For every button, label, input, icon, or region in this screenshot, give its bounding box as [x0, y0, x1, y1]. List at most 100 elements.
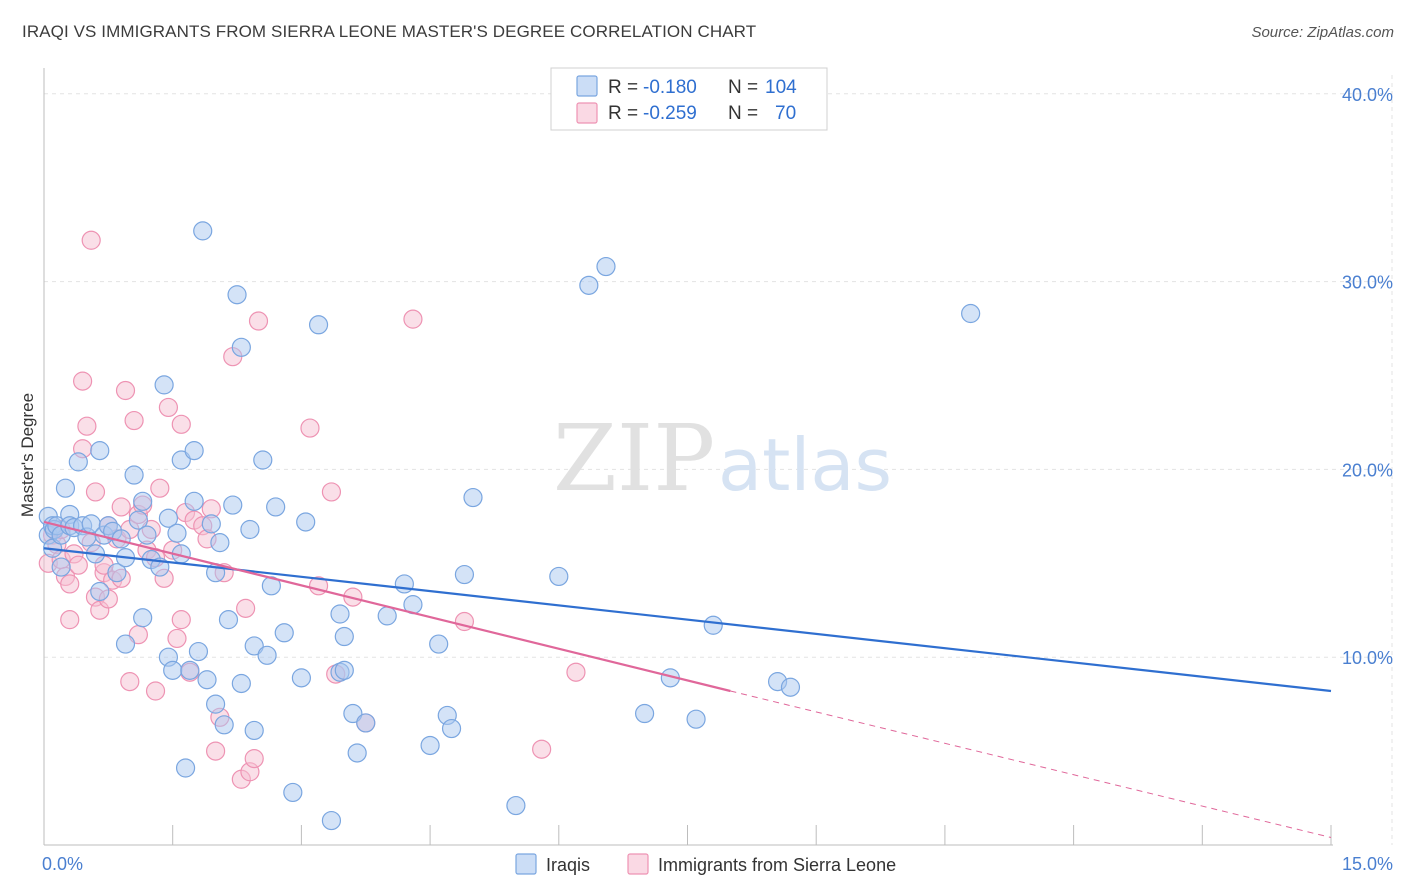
- sierra-leone-point-29: [124, 410, 144, 431]
- legend-n-label-2: N =: [728, 103, 758, 124]
- sierra-leone-point-61: [321, 482, 342, 502]
- iraqis-point-58: [244, 636, 264, 656]
- series-iraqis-points: [38, 221, 981, 831]
- legend-r-value-2: -0.259: [643, 103, 697, 124]
- iraqis-point-44: [188, 641, 209, 662]
- iraqis-point-83: [441, 718, 462, 739]
- bottom-legend-label-iraqis[interactable]: Iraqis: [546, 855, 590, 875]
- legend-n-value-2: 70: [775, 103, 796, 124]
- iraqis-point-57: [240, 519, 260, 540]
- legend-r-value-1: -0.180: [643, 77, 697, 98]
- iraqis-point-43: [184, 441, 204, 461]
- iraqis-point-75: [347, 743, 367, 763]
- sierra-leone-point-37: [150, 478, 170, 498]
- sierra-leone-point-14: [81, 230, 101, 250]
- iraqis-point-74: [343, 703, 363, 724]
- iraqis-point-95: [780, 677, 801, 697]
- iraqis-point-30: [137, 525, 157, 545]
- iraqis-point-28: [133, 491, 153, 511]
- iraqis-point-60: [253, 450, 273, 470]
- iraqis-point-65: [283, 782, 303, 803]
- sierra-leone-point-27: [120, 672, 140, 692]
- sierra-leone-point-42: [171, 414, 191, 434]
- iraqis-point-88: [579, 275, 599, 295]
- iraqis-point-90: [634, 703, 655, 724]
- chart-title: IRAQI VS IMMIGRANTS FROM SIERRA LEONE MA…: [22, 22, 757, 41]
- watermark: ZIP atlas: [553, 405, 892, 512]
- legend-n-label-1: N =: [728, 77, 758, 98]
- iraqis-point-73: [334, 660, 354, 680]
- iraqis-point-47: [201, 514, 221, 534]
- watermark-zip: ZIP: [553, 405, 715, 512]
- bottom-legend-swatch-sierra-leone[interactable]: [627, 853, 649, 875]
- iraqis-point-71: [330, 604, 350, 624]
- iraqis-point-36: [163, 660, 183, 680]
- iraqis-point-84: [454, 564, 475, 585]
- y-axis-label: Master's Degree: [18, 393, 37, 517]
- y-tick-label-3: 40.0%: [1342, 85, 1393, 105]
- iraqis-point-67: [296, 512, 316, 532]
- x-tick-label-max: 15.0%: [1342, 854, 1393, 874]
- iraqis-point-25: [115, 634, 136, 654]
- correlation-legend: R = -0.180 N = 104 R = -0.259 N = 70: [550, 67, 828, 131]
- iraqis-point-52: [218, 610, 239, 630]
- sierra-leone-point-67: [532, 739, 552, 759]
- legend-n-value-1: 104: [765, 77, 797, 98]
- iraqis-point-56: [231, 337, 251, 357]
- sierra-leone-point-36: [145, 681, 166, 701]
- legend-r-label-2: R =: [608, 103, 638, 124]
- iraqis-point-35: [158, 508, 179, 528]
- iraqis-point-40: [175, 758, 196, 778]
- iraqis-point-64: [274, 623, 294, 643]
- iraqis-point-29: [133, 608, 153, 628]
- sierra-leone-point-7: [60, 574, 80, 594]
- legend-swatch-iraqis: [576, 75, 598, 97]
- sierra-leone-point-16: [85, 482, 106, 502]
- iraqis-point-69: [321, 810, 342, 831]
- iraqis-point-61: [257, 645, 277, 665]
- iraqis-point-92: [686, 709, 706, 729]
- iraqis-point-86: [506, 795, 526, 816]
- y-tick-label-0: 10.0%: [1342, 648, 1393, 668]
- iraqis-point-53: [223, 495, 243, 515]
- iraqis-point-77: [377, 606, 397, 626]
- trend-line-sierra-leone: [43, 520, 731, 693]
- source-label: Source: ZipAtlas.com: [1251, 24, 1394, 41]
- iraqis-point-72: [334, 626, 354, 647]
- iraqis-point-22: [107, 563, 127, 583]
- iraqis-point-87: [549, 566, 569, 587]
- iraqis-point-54: [227, 285, 247, 305]
- sierra-leone-point-24: [111, 497, 131, 517]
- iraqis-point-41: [180, 660, 200, 680]
- iraqis-point-62: [261, 576, 281, 596]
- iraqis-point-33: [154, 375, 174, 395]
- iraqis-point-89: [596, 256, 616, 277]
- sierra-leone-point-58: [248, 311, 269, 331]
- iraqis-point-46: [197, 670, 217, 690]
- iraqis-point-51: [214, 715, 234, 735]
- iraqis-point-26: [124, 465, 144, 485]
- x-tick-label-min: 0.0%: [42, 854, 83, 874]
- bottom-legend-swatch-iraqis[interactable]: [515, 853, 537, 875]
- iraqis-point-7: [51, 557, 71, 577]
- sierra-leone-point-68: [566, 662, 586, 682]
- iraqis-point-59: [244, 720, 264, 741]
- sierra-leone-point-39: [158, 397, 179, 418]
- trend-lines: [43, 520, 1332, 838]
- iraqis-point-81: [429, 634, 449, 654]
- legend-r-label-1: R =: [608, 77, 638, 98]
- iraqis-point-96: [961, 303, 981, 324]
- x-tick-labels: 0.0% 15.0%: [42, 854, 1393, 874]
- sierra-leone-point-55: [236, 598, 256, 618]
- sierra-leone-point-43: [171, 610, 191, 630]
- bottom-legend-label-sierra-leone[interactable]: Immigrants from Sierra Leone: [658, 855, 896, 875]
- iraqis-point-18: [90, 581, 110, 602]
- sierra-leone-point-57: [244, 749, 264, 769]
- iraqis-point-42: [184, 491, 204, 511]
- sierra-leone-point-9: [68, 555, 88, 575]
- iraqis-point-8: [55, 478, 76, 498]
- iraqis-point-85: [463, 487, 483, 508]
- iraqis-point-78: [394, 574, 414, 594]
- y-tick-label-1: 20.0%: [1342, 460, 1393, 480]
